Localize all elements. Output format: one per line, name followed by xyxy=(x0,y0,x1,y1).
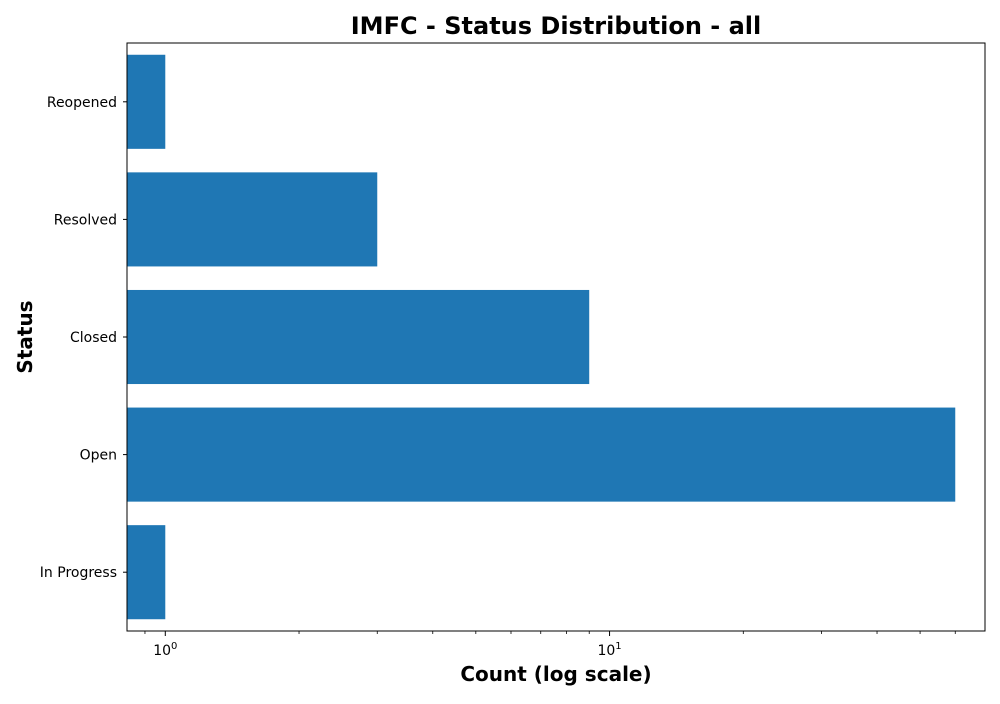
bar-reopened xyxy=(127,54,166,149)
plot-frame xyxy=(126,42,986,632)
bar-resolved xyxy=(127,172,378,267)
bar-closed xyxy=(127,289,590,385)
bars-layer xyxy=(127,54,956,620)
y-tick-label-resolved: Resolved xyxy=(54,212,117,228)
y-tick-label-reopened: Reopened xyxy=(47,95,117,111)
y-tick-label-open: Open xyxy=(80,448,117,464)
bar-open xyxy=(127,407,956,502)
x-tick-label: 100 xyxy=(153,641,177,659)
x-axis-label: Count (log scale) xyxy=(460,662,651,686)
bar-in-progress xyxy=(127,525,166,620)
y-axis-label: Status xyxy=(13,300,37,373)
y-tick-label-in-progress: In Progress xyxy=(40,565,117,581)
y-tick-label-closed: Closed xyxy=(70,330,117,346)
x-axis-ticks: 100 101 xyxy=(144,631,956,659)
y-axis-ticks: In Progress Open Closed Resolved Reopened xyxy=(40,95,127,581)
x-tick-label: 101 xyxy=(597,641,621,659)
chart-title: IMFC - Status Distribution - all xyxy=(351,12,761,40)
